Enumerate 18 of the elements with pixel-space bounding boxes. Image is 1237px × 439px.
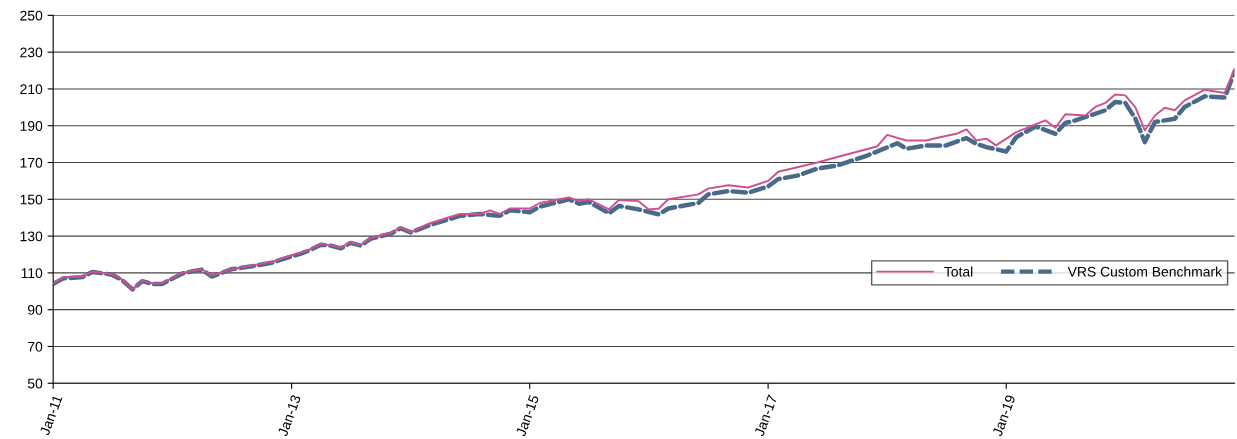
y-tick-label: 90 — [27, 305, 43, 315]
x-tick-label: Jan-15 — [515, 394, 540, 437]
y-tick-label: 170 — [20, 157, 43, 168]
y-tick-label: 190 — [20, 121, 43, 131]
x-tick-label: Jan-17 — [754, 394, 778, 437]
x-tick-label: Jan-11 — [39, 394, 63, 436]
x-tick-label: Jan-19 — [992, 394, 1016, 437]
y-tick-label: 70 — [28, 341, 43, 352]
y-tick-label: 230 — [20, 47, 43, 58]
legend-label: VRS Custom Benchmark — [1067, 266, 1223, 277]
x-tick-label: Jan-13 — [277, 394, 301, 437]
y-tick-label: 110 — [21, 268, 43, 279]
legend-label: Total — [944, 266, 973, 277]
y-tick-label: 210 — [20, 84, 43, 95]
y-tick-label: 250 — [20, 10, 43, 21]
y-tick-label: 50 — [27, 378, 43, 389]
y-tick-label: 130 — [20, 231, 43, 242]
y-tick-label: 150 — [20, 194, 43, 205]
